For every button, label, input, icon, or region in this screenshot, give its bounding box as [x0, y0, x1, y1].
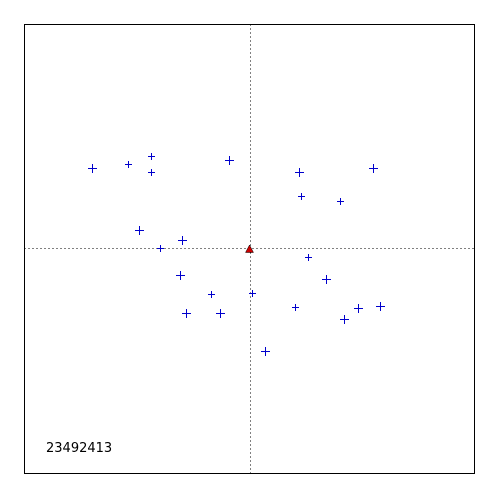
data-point: [376, 302, 385, 311]
origin-marker: [245, 244, 254, 253]
data-point: [340, 315, 349, 324]
data-point: [148, 169, 155, 176]
data-point: [125, 161, 132, 168]
data-point: [88, 164, 97, 173]
data-point: [157, 245, 164, 252]
chart-annotation-id: 23492413: [46, 441, 112, 456]
data-point: [261, 347, 270, 356]
data-point: [337, 198, 344, 205]
data-point: [354, 304, 363, 313]
data-point: [178, 236, 187, 245]
data-point: [249, 290, 256, 297]
data-point: [295, 168, 304, 177]
data-point: [322, 275, 331, 284]
data-point: [135, 226, 144, 235]
data-point: [225, 156, 234, 165]
data-point: [305, 254, 312, 261]
data-point: [298, 193, 305, 200]
data-point: [182, 309, 191, 318]
data-point: [369, 164, 378, 173]
data-point: [208, 291, 215, 298]
data-point: [216, 309, 225, 318]
data-point: [292, 304, 299, 311]
origin-marker-group: [245, 244, 254, 253]
data-points: [88, 153, 385, 356]
data-point: [176, 271, 185, 280]
data-point: [148, 153, 155, 160]
